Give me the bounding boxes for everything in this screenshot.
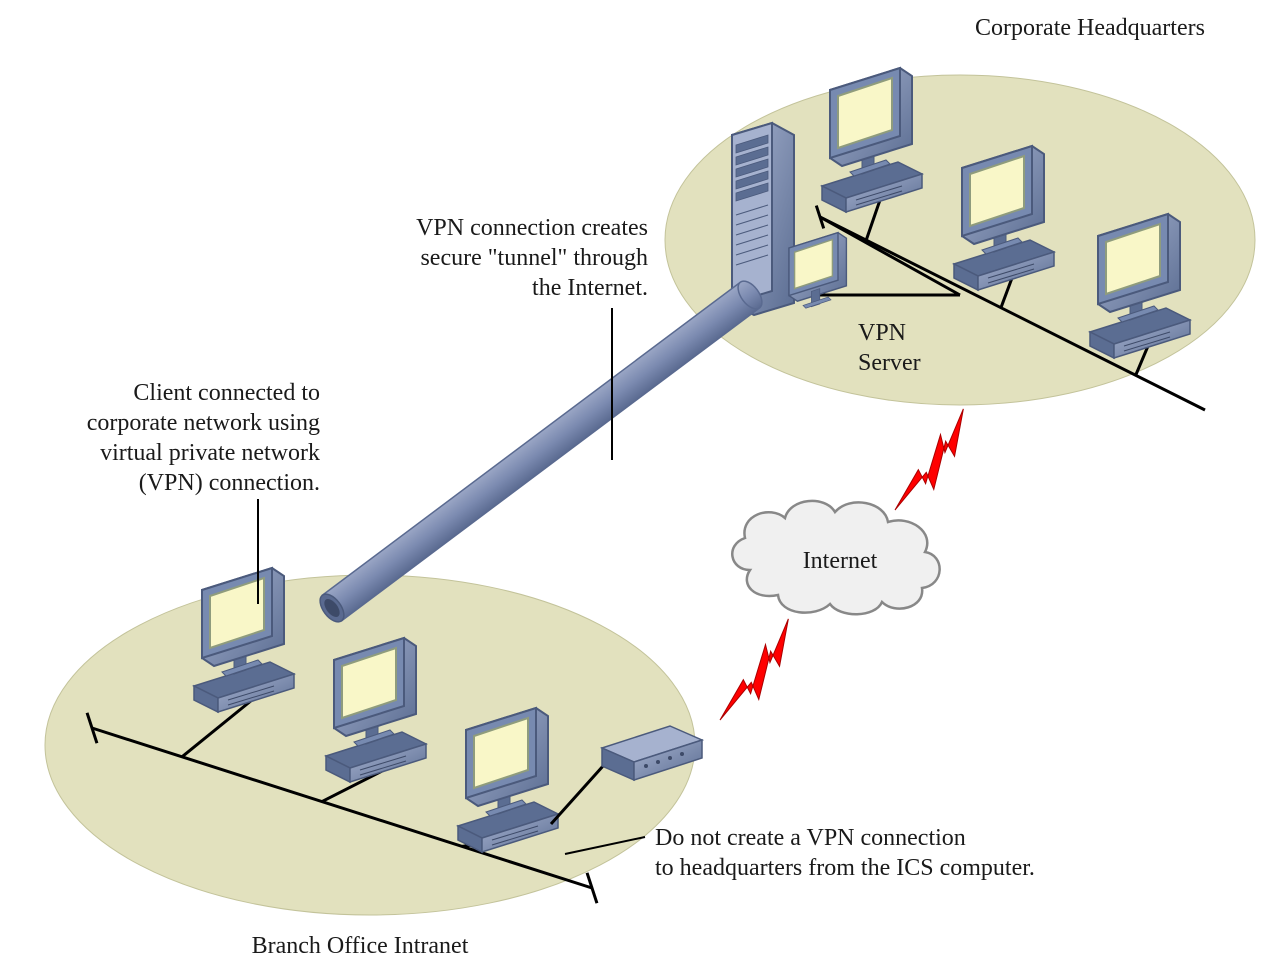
svg-text:Do not create a VPN connection: Do not create a VPN connection xyxy=(655,825,966,851)
svg-text:VPN connection creates: VPN connection creates xyxy=(416,215,648,241)
computer-icon xyxy=(1090,214,1190,358)
computer-icon xyxy=(194,568,294,712)
vpn-tunnel xyxy=(315,277,766,626)
computer-icon xyxy=(822,68,922,212)
svg-text:secure "tunnel" through: secure "tunnel" through xyxy=(420,245,648,271)
svg-text:(VPN) connection.: (VPN) connection. xyxy=(139,470,320,496)
svg-text:virtual private network: virtual private network xyxy=(100,440,320,466)
svg-text:Client connected to: Client connected to xyxy=(133,380,320,406)
svg-text:corporate network using: corporate network using xyxy=(87,410,320,436)
svg-text:Internet: Internet xyxy=(803,548,878,574)
svg-text:Branch Office Intranet: Branch Office Intranet xyxy=(252,933,469,959)
branch-title: Branch Office Intranet xyxy=(252,933,469,959)
svg-text:to headquarters from the ICS c: to headquarters from the ICS computer. xyxy=(655,855,1035,881)
computer-icon xyxy=(954,146,1054,290)
tunnel-note: VPN connection creates secure "tunnel" th… xyxy=(416,215,648,301)
svg-text:VPN: VPN xyxy=(858,320,906,346)
svg-text:Corporate Headquarters: Corporate Headquarters xyxy=(975,15,1205,41)
computer-icon xyxy=(326,638,426,782)
internet-cloud: Internet xyxy=(732,501,939,614)
ics-note: Do not create a VPN connection to headqua… xyxy=(655,825,1035,881)
hq-title: Corporate Headquarters xyxy=(975,15,1205,41)
computer-icon xyxy=(458,708,558,852)
svg-text:Server: Server xyxy=(858,350,921,376)
svg-text:the Internet.: the Internet. xyxy=(532,275,648,301)
network-diagram: Internet Corporate Headquarters Branch Off… xyxy=(0,0,1267,966)
connection-bolt xyxy=(715,617,806,732)
client-note: Client connected to corporate network usi… xyxy=(87,380,320,496)
connection-bolt xyxy=(890,407,981,522)
